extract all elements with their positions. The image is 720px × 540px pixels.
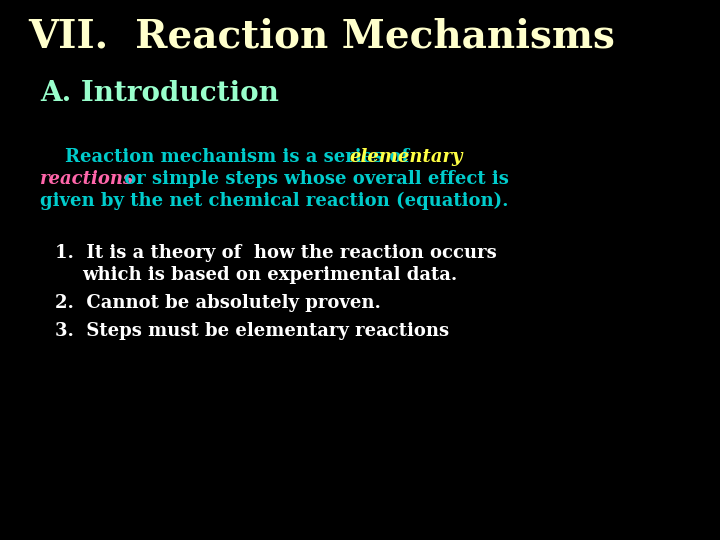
- Text: .: .: [383, 322, 390, 340]
- Text: 1.  It is a theory of  how the reaction occurs: 1. It is a theory of how the reaction oc…: [55, 244, 497, 262]
- Text: 3.  Steps must be elementary reactions: 3. Steps must be elementary reactions: [55, 322, 449, 340]
- Text: 2.  Cannot be absolutely proven.: 2. Cannot be absolutely proven.: [55, 294, 381, 312]
- Text: VII.  Reaction Mechanisms: VII. Reaction Mechanisms: [28, 18, 615, 56]
- Text: A. Introduction: A. Introduction: [40, 80, 279, 107]
- Text: reactions: reactions: [40, 170, 134, 188]
- Text: which is based on experimental data.: which is based on experimental data.: [82, 266, 457, 284]
- Text: elementary: elementary: [349, 148, 462, 166]
- Text: Reaction mechanism is a series of: Reaction mechanism is a series of: [40, 148, 415, 166]
- Text: given by the net chemical reaction (equation).: given by the net chemical reaction (equa…: [40, 192, 508, 210]
- Text: or simple steps whose overall effect is: or simple steps whose overall effect is: [118, 170, 509, 188]
